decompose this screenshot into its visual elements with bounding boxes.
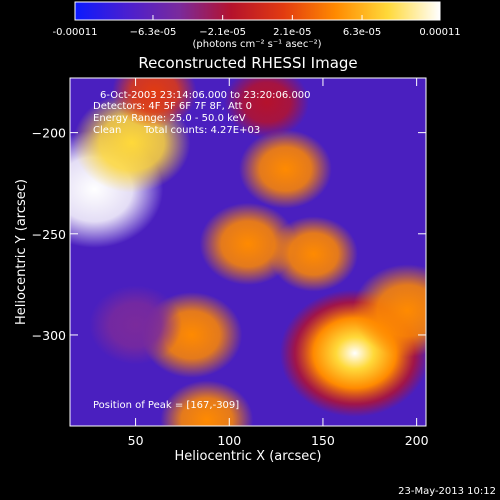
- annotation-energy: Energy Range: 25.0 - 50.0 keV: [93, 113, 246, 124]
- annotation-method: Clean: [93, 125, 121, 136]
- colorbar-tick-label: 2.1e-05: [273, 27, 311, 38]
- annotation-counts: Total counts: 4.27E+03: [143, 125, 260, 136]
- info-annotations: 6-Oct-2003 23:14:06.000 to 23:20:06.000 …: [93, 90, 311, 411]
- footer-date: 23-May-2013 10:12: [398, 486, 496, 497]
- x-tick-label: 200: [405, 433, 429, 448]
- plot-frame: [69, 77, 427, 427]
- colorbar: -0.00011 −6.3e-05 −2.1e-05 2.1e-05 6.3e-05 0.…: [53, 1, 461, 50]
- colorbar-tick-label: 6.3e-05: [343, 27, 381, 38]
- y-tick-label: −300: [32, 328, 66, 343]
- colorbar-tick-label: 0.00011: [419, 27, 460, 38]
- x-tick-label: 50: [128, 433, 144, 448]
- plot-area: 50 100 150 200 −200 −250 −300: [32, 77, 429, 448]
- y-tick-label: −250: [32, 227, 66, 242]
- annotation-detectors: Detectors: 4F 5F 6F 7F 8F, Att 0: [93, 101, 252, 112]
- annotation-time: 6-Oct-2003 23:14:06.000 to 23:20:06.000: [100, 90, 311, 101]
- colorbar-tick-label: −2.1e-05: [199, 27, 246, 38]
- heatmap-source: [112, 78, 197, 129]
- x-tick-label: 100: [217, 433, 241, 448]
- heatmap-source: [239, 129, 332, 209]
- heatmap-source: [160, 380, 254, 426]
- x-tick-label: 150: [311, 433, 335, 448]
- heatmap-source: [89, 285, 182, 365]
- heatmap-source: [269, 216, 358, 292]
- y-tick-label: −200: [32, 126, 66, 141]
- heatmap-source: [224, 78, 309, 139]
- colorbar-ticks: -0.00011 −6.3e-05 −2.1e-05 2.1e-05 6.3e-05 0.…: [53, 15, 461, 38]
- colorbar-tick-label: -0.00011: [53, 27, 98, 38]
- colorbar-tick-label: −6.3e-05: [130, 27, 177, 38]
- x-axis-label: Heliocentric X (arcsec): [175, 449, 322, 464]
- axis-ticks: 50 100 150 200 −200 −250 −300: [32, 78, 429, 448]
- annotation-peak: Position of Peak = [167,-309]: [93, 400, 239, 411]
- heatmap-source: [352, 264, 426, 358]
- colorbar-gradient: [74, 1, 441, 21]
- colorbar-units: (photons cm⁻² s⁻¹ asec⁻²): [192, 39, 321, 50]
- chart-title: Reconstructed RHESSI Image: [138, 54, 357, 72]
- y-axis-label: Heliocentric Y (arcsec): [14, 179, 29, 325]
- heatmap-sources: [70, 78, 426, 426]
